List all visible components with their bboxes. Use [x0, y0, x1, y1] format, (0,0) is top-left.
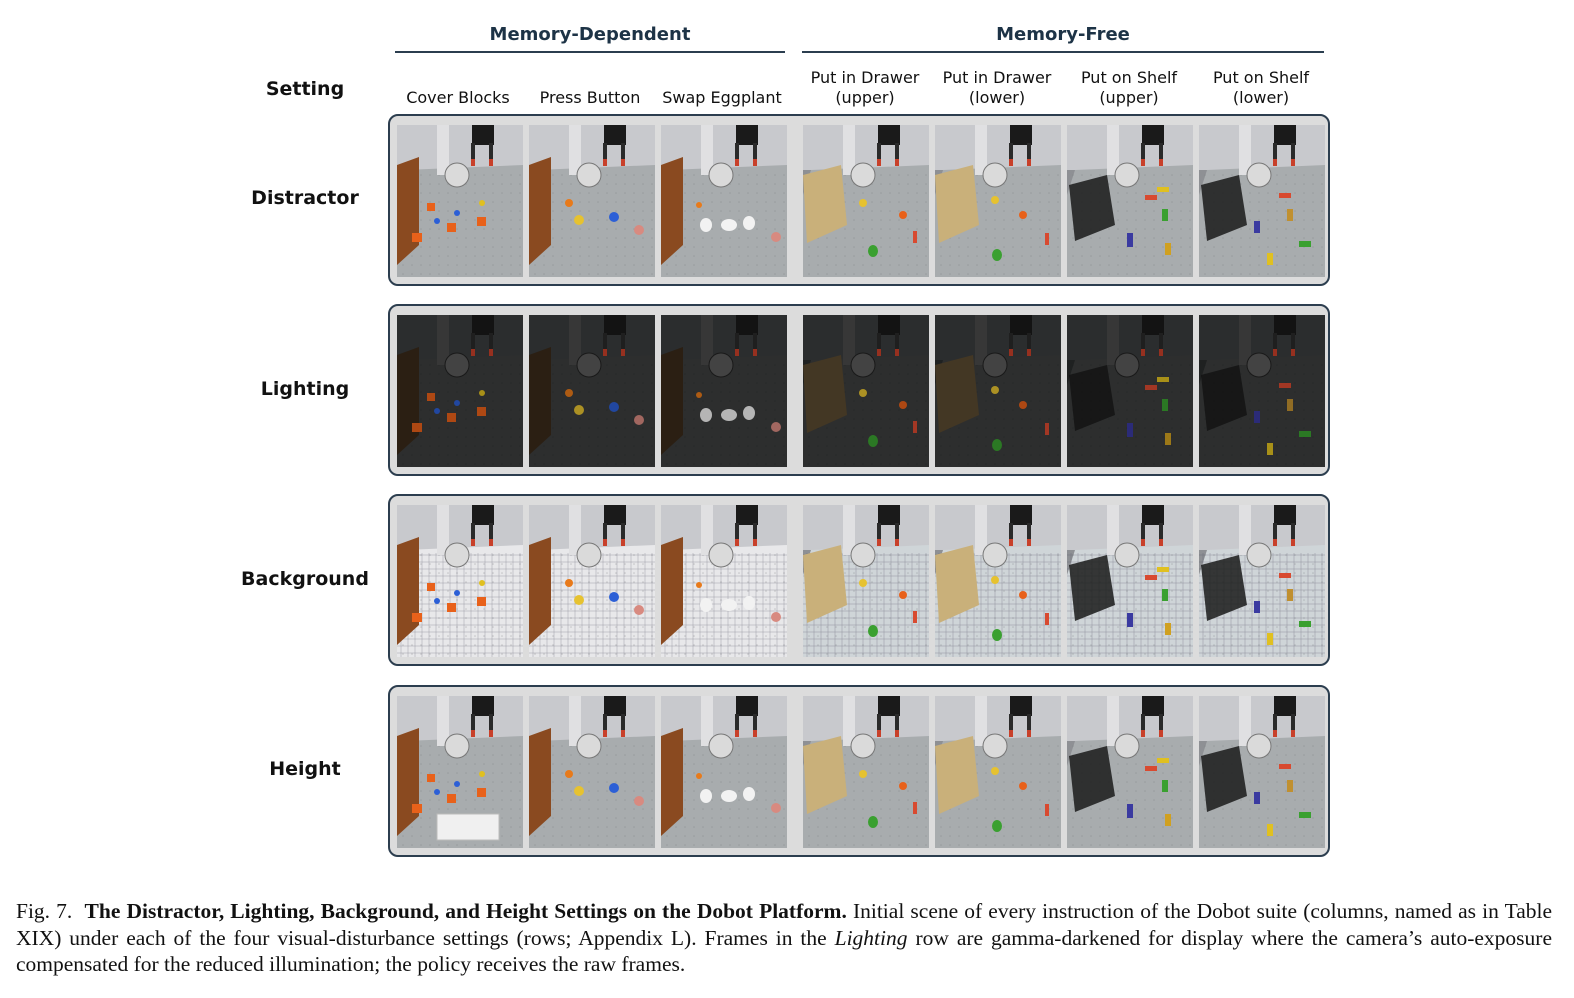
scene-frame [1199, 696, 1325, 848]
scene-image [661, 505, 787, 657]
caption-prefix: Fig. 7. [16, 899, 73, 923]
scene-image [803, 125, 929, 277]
column-label: Swap Eggplant [662, 88, 782, 107]
scene-image [397, 125, 523, 277]
scene-frame [803, 315, 929, 467]
scene-image [397, 315, 523, 467]
scene-frame [803, 505, 929, 657]
scene-frame [1067, 696, 1193, 848]
column-header-press-button: Press Button [520, 62, 660, 108]
column-header-put-on-shelf-lower: Put on Shelf (lower) [1191, 62, 1331, 108]
scene-frame [1067, 315, 1193, 467]
row-panel-background [388, 494, 1330, 666]
scene-frame [529, 125, 655, 277]
column-header-cover-blocks: Cover Blocks [388, 62, 528, 108]
scene-frame [397, 315, 523, 467]
scene-frame [397, 505, 523, 657]
scene-image [1067, 696, 1193, 848]
column-label: Press Button [539, 88, 641, 107]
group-underline-memory-dependent [395, 51, 785, 53]
caption-title: The Distractor, Lighting, Background, an… [84, 899, 847, 923]
scene-frame [1067, 505, 1193, 657]
group-title-memory-dependent: Memory-Dependent [489, 24, 691, 45]
column-label: Cover Blocks [406, 88, 510, 107]
scene-image [1199, 505, 1325, 657]
scene-frame [661, 125, 787, 277]
scene-image [1067, 125, 1193, 277]
scene-image [529, 315, 655, 467]
row-label-background: Background [241, 568, 369, 590]
scene-frame [397, 696, 523, 848]
group-title-memory-free: Memory-Free [996, 24, 1130, 45]
scene-frame [529, 696, 655, 848]
row-panel-distractor [388, 114, 1330, 286]
column-header-put-in-drawer-upper: Put in Drawer (upper) [795, 62, 935, 108]
scene-image [935, 315, 1061, 467]
column-header-swap-eggplant: Swap Eggplant [652, 62, 792, 108]
column-header-put-on-shelf-upper: Put on Shelf (upper) [1059, 62, 1199, 108]
scene-frame [935, 125, 1061, 277]
scene-image [803, 315, 929, 467]
scene-frame [1067, 125, 1193, 277]
scene-frame [935, 505, 1061, 657]
scene-image [803, 505, 929, 657]
caption-text-2: row are gamma-darkened for display where… [16, 925, 1552, 977]
scene-image [661, 125, 787, 277]
scene-image [661, 315, 787, 467]
scene-image [1199, 125, 1325, 277]
figure-caption: Fig. 7. The Distractor, Lighting, Backgr… [16, 898, 1552, 978]
scene-image [1067, 505, 1193, 657]
scene-image [1199, 315, 1325, 467]
scene-image [529, 696, 655, 848]
column-label: Put in Drawer (upper) [810, 68, 920, 107]
scene-image [529, 125, 655, 277]
scene-frame [1199, 125, 1325, 277]
scene-frame [529, 505, 655, 657]
caption-text-1: Initial scene of every instruction of th… [16, 899, 1553, 950]
scene-frame [661, 696, 787, 848]
row-panel-lighting [388, 304, 1330, 476]
scene-image [1067, 315, 1193, 467]
scene-frame [397, 125, 523, 277]
scene-image [935, 125, 1061, 277]
column-label: Put in Drawer (lower) [942, 68, 1052, 107]
caption-emphasis: Lighting [834, 925, 908, 950]
scene-image [529, 505, 655, 657]
row-label-height: Height [269, 758, 341, 780]
setting-header: Setting [265, 78, 345, 100]
scene-image [397, 505, 523, 657]
column-label: Put on Shelf (lower) [1212, 68, 1310, 107]
scene-frame [1199, 315, 1325, 467]
scene-image [935, 505, 1061, 657]
scene-frame [803, 125, 929, 277]
scene-image [935, 696, 1061, 848]
scene-frame [935, 696, 1061, 848]
row-panel-height [388, 685, 1330, 857]
scene-frame [529, 315, 655, 467]
column-label: Put on Shelf (upper) [1080, 68, 1178, 107]
scene-frame [1199, 505, 1325, 657]
group-underline-memory-free [802, 51, 1324, 53]
scene-frame [661, 315, 787, 467]
scene-frame [935, 315, 1061, 467]
scene-image [1199, 696, 1325, 848]
scene-image [397, 696, 523, 848]
row-label-lighting: Lighting [260, 378, 350, 400]
scene-image [803, 696, 929, 848]
scene-frame [803, 696, 929, 848]
column-header-put-in-drawer-lower: Put in Drawer (lower) [927, 62, 1067, 108]
scene-image [661, 696, 787, 848]
row-label-distractor: Distractor [251, 187, 359, 209]
scene-frame [661, 505, 787, 657]
